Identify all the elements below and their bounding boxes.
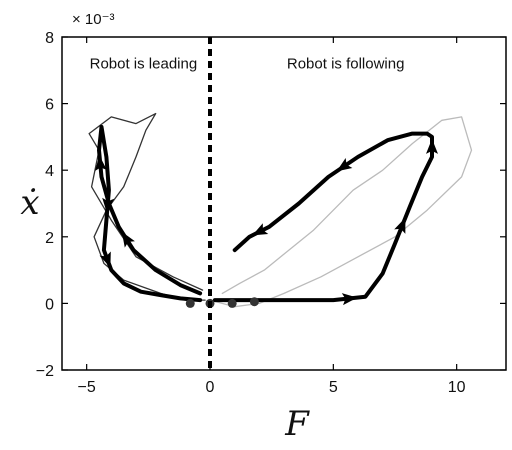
direction-arrowhead (336, 158, 353, 172)
x-tick-label: 10 (448, 379, 466, 396)
series-line-mean-trajectory-leading (97, 124, 203, 303)
y-tick-label: −2 (36, 363, 54, 380)
direction-arrowhead (102, 197, 115, 214)
x-tick-label: 5 (329, 379, 338, 396)
y-tick-label: 0 (45, 296, 54, 313)
endpoint-marker (185, 298, 195, 308)
y-tick-label: 6 (45, 97, 54, 114)
x-axis-label: F (284, 404, 310, 444)
x-tick-label: 0 (206, 379, 215, 396)
direction-arrowhead (394, 217, 406, 234)
y-tick-labels: −2 0 2 4 6 8 (36, 30, 54, 380)
direction-arrows (94, 138, 438, 306)
direction-arrowhead (99, 251, 111, 268)
plot-area (61, 36, 507, 371)
direction-arrowhead (341, 293, 358, 306)
endpoint-marker (249, 297, 259, 307)
axis-ticks (62, 36, 506, 371)
direction-arrowhead (94, 155, 107, 172)
direction-arrowhead (252, 223, 269, 236)
annotation-robot-leading: Robot is leading (90, 56, 198, 73)
y-tick-label: 4 (45, 163, 54, 180)
series-line-raw-trials-following (209, 116, 473, 308)
direction-arrowhead (426, 138, 438, 154)
y-axis-label: ẋ (20, 183, 39, 223)
y-axis-multiplier: × 10⁻³ (72, 11, 115, 28)
endpoint-marker (227, 298, 237, 308)
x-tick-label: −5 (78, 379, 96, 396)
y-tick-label: 8 (45, 30, 54, 47)
annotation-robot-following: Robot is following (287, 56, 405, 73)
x-tick-labels: −5 0 5 10 (78, 379, 466, 396)
y-tick-label: 2 (45, 230, 54, 247)
direction-arrowhead (121, 231, 135, 248)
